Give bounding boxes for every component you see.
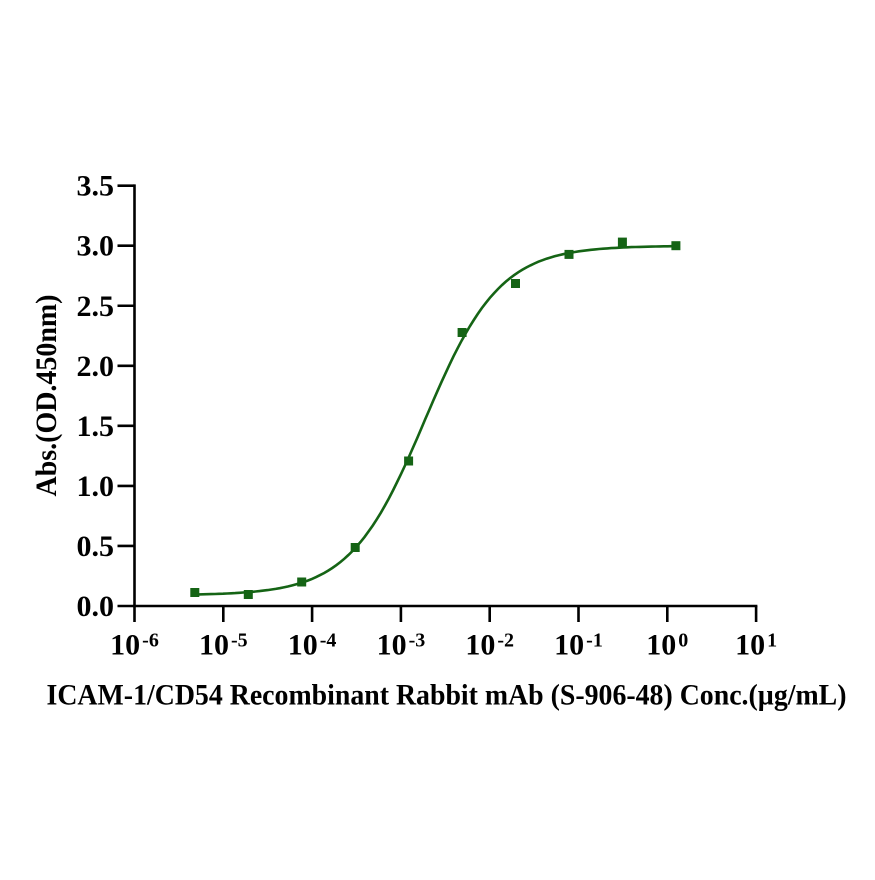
svg-text:100: 10 0 — [646, 629, 688, 662]
svg-text:2.0: 2.0 — [77, 350, 115, 383]
svg-text:0.0: 0.0 — [77, 590, 115, 623]
svg-text:10-5: 10 -5 — [199, 629, 248, 662]
svg-text:3.0: 3.0 — [77, 230, 115, 263]
svg-text:ICAM-1/CD54 Recombinant Rabbit: ICAM-1/CD54 Recombinant Rabbit mAb (S-90… — [47, 679, 847, 712]
svg-text:1.5: 1.5 — [77, 410, 115, 443]
svg-text:Abs.(OD.450nm): Abs.(OD.450nm) — [30, 295, 63, 497]
svg-text:3.5: 3.5 — [77, 170, 115, 203]
svg-text:10-1: 10 -1 — [554, 629, 603, 662]
svg-text:1.0: 1.0 — [77, 470, 115, 503]
svg-text:2.5: 2.5 — [77, 290, 115, 323]
svg-text:0.5: 0.5 — [77, 530, 115, 563]
